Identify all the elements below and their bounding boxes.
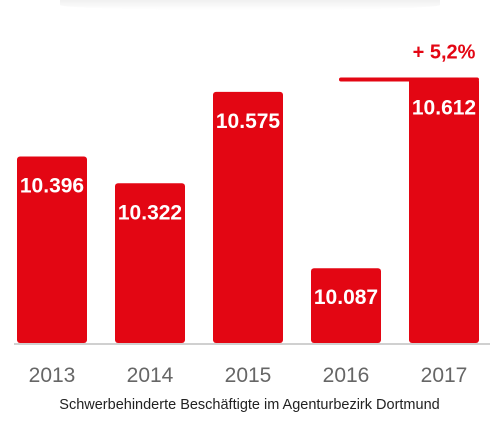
change-percent-label: + 5,2% (413, 42, 476, 64)
x-tick-label: 2016 (323, 364, 370, 387)
bar-2013 (17, 156, 87, 343)
bar-value-label: 10.575 (216, 110, 281, 133)
top-shadow (60, 0, 440, 10)
x-tick-label: 2013 (29, 364, 76, 387)
bar-2016 (311, 268, 381, 343)
bar-2017 (409, 78, 479, 343)
bar-value-label: 10.322 (118, 201, 182, 224)
bar-value-label: 10.396 (20, 175, 84, 198)
change-annotation: + 5,2% (339, 42, 479, 82)
x-tick-label: 2014 (127, 364, 174, 387)
chart-caption: Schwerbehinderte Beschäftigte im Agentur… (59, 397, 440, 413)
bars-group: 10.396 10.322 10.575 10.087 10.612 (17, 78, 479, 343)
x-tick-label: 2017 (421, 364, 468, 387)
bar-value-label: 10.612 (412, 97, 476, 120)
bar-2014 (115, 183, 185, 343)
bar-2015 (213, 91, 283, 343)
x-tick-labels: 2013 2014 2015 2016 2017 (29, 364, 468, 387)
change-bracket-line (339, 77, 479, 82)
bar-value-label: 10.087 (314, 286, 378, 309)
x-tick-label: 2015 (225, 364, 272, 387)
